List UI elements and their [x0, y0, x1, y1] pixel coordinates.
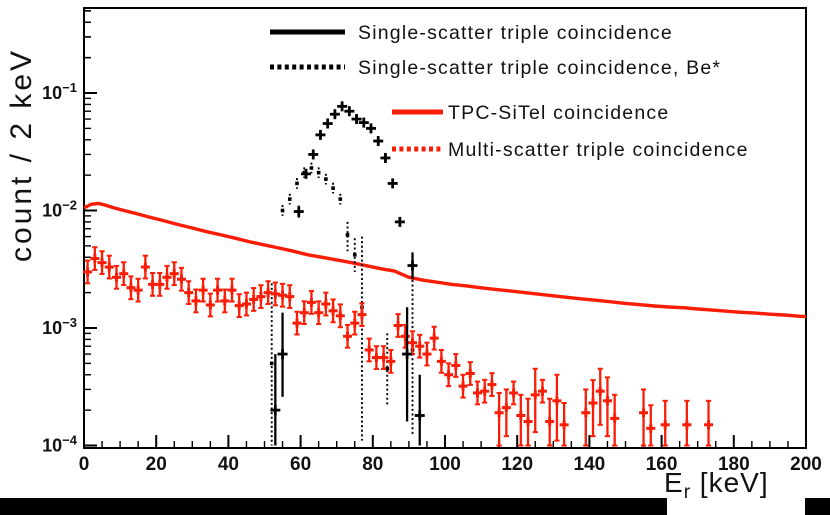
- series-red_line: [83, 201, 807, 319]
- x-tick-label: 160: [646, 454, 678, 475]
- x-tick-label: 180: [718, 454, 750, 475]
- bottom-bar-right: [805, 498, 830, 515]
- y-tick-label: 10−2: [42, 198, 77, 221]
- data-marker: [324, 177, 328, 181]
- plot-area: 0 20 40 60 80 100 120 140 160 180 20010−110−210−31…: [42, 7, 822, 475]
- legend-label: Single-scatter triple coincidence: [358, 22, 673, 44]
- x-tick-label: 200: [790, 454, 822, 475]
- x-tick-label: 100: [429, 454, 461, 475]
- data-marker: [385, 366, 390, 371]
- data-marker: [269, 361, 274, 366]
- x-axis: 0 20 40 60 80 100 120 140 160 180 200: [79, 435, 822, 475]
- x-tick-label: 140: [574, 454, 606, 475]
- y-tick-label: 10−1: [42, 80, 77, 103]
- x-tick-label: 80: [362, 454, 383, 475]
- legend-label: TPC-SiTel coincidence: [448, 102, 669, 124]
- y-axis: 10−1 10−2 10−3 10−4: [42, 10, 97, 456]
- line-series-path: [83, 201, 807, 319]
- data-marker: [280, 208, 285, 213]
- y-tick-label: 10−3: [42, 315, 77, 338]
- data-marker: [345, 233, 350, 237]
- legend: Single-scatter triple coincidence Single-…: [270, 22, 749, 161]
- legend-label: Multi-scatter triple coincidence: [448, 139, 749, 161]
- series-red_dotted: [83, 246, 714, 447]
- data-marker: [316, 170, 321, 175]
- data-marker: [295, 181, 299, 186]
- data-marker: [338, 197, 343, 201]
- data-marker: [331, 186, 335, 190]
- x-tick-label: 20: [146, 454, 167, 475]
- x-tick-label: 0: [79, 454, 90, 475]
- data-marker: [352, 252, 357, 257]
- x-tick-label: 120: [501, 454, 533, 475]
- x-tick-label: 40: [218, 454, 239, 475]
- data-marker: [287, 197, 292, 201]
- legend-label: Single-scatter triple coincidence, Be*: [358, 57, 721, 79]
- series-black_solid: [270, 101, 425, 446]
- x-tick-label: 60: [290, 454, 311, 475]
- bottom-bar-left: [0, 498, 667, 515]
- y-tick-label: 10−4: [42, 433, 78, 456]
- data-marker: [309, 166, 314, 170]
- x-axis-title: Er [keV]: [664, 467, 769, 503]
- y-axis-title: count / 2 keV: [5, 48, 38, 262]
